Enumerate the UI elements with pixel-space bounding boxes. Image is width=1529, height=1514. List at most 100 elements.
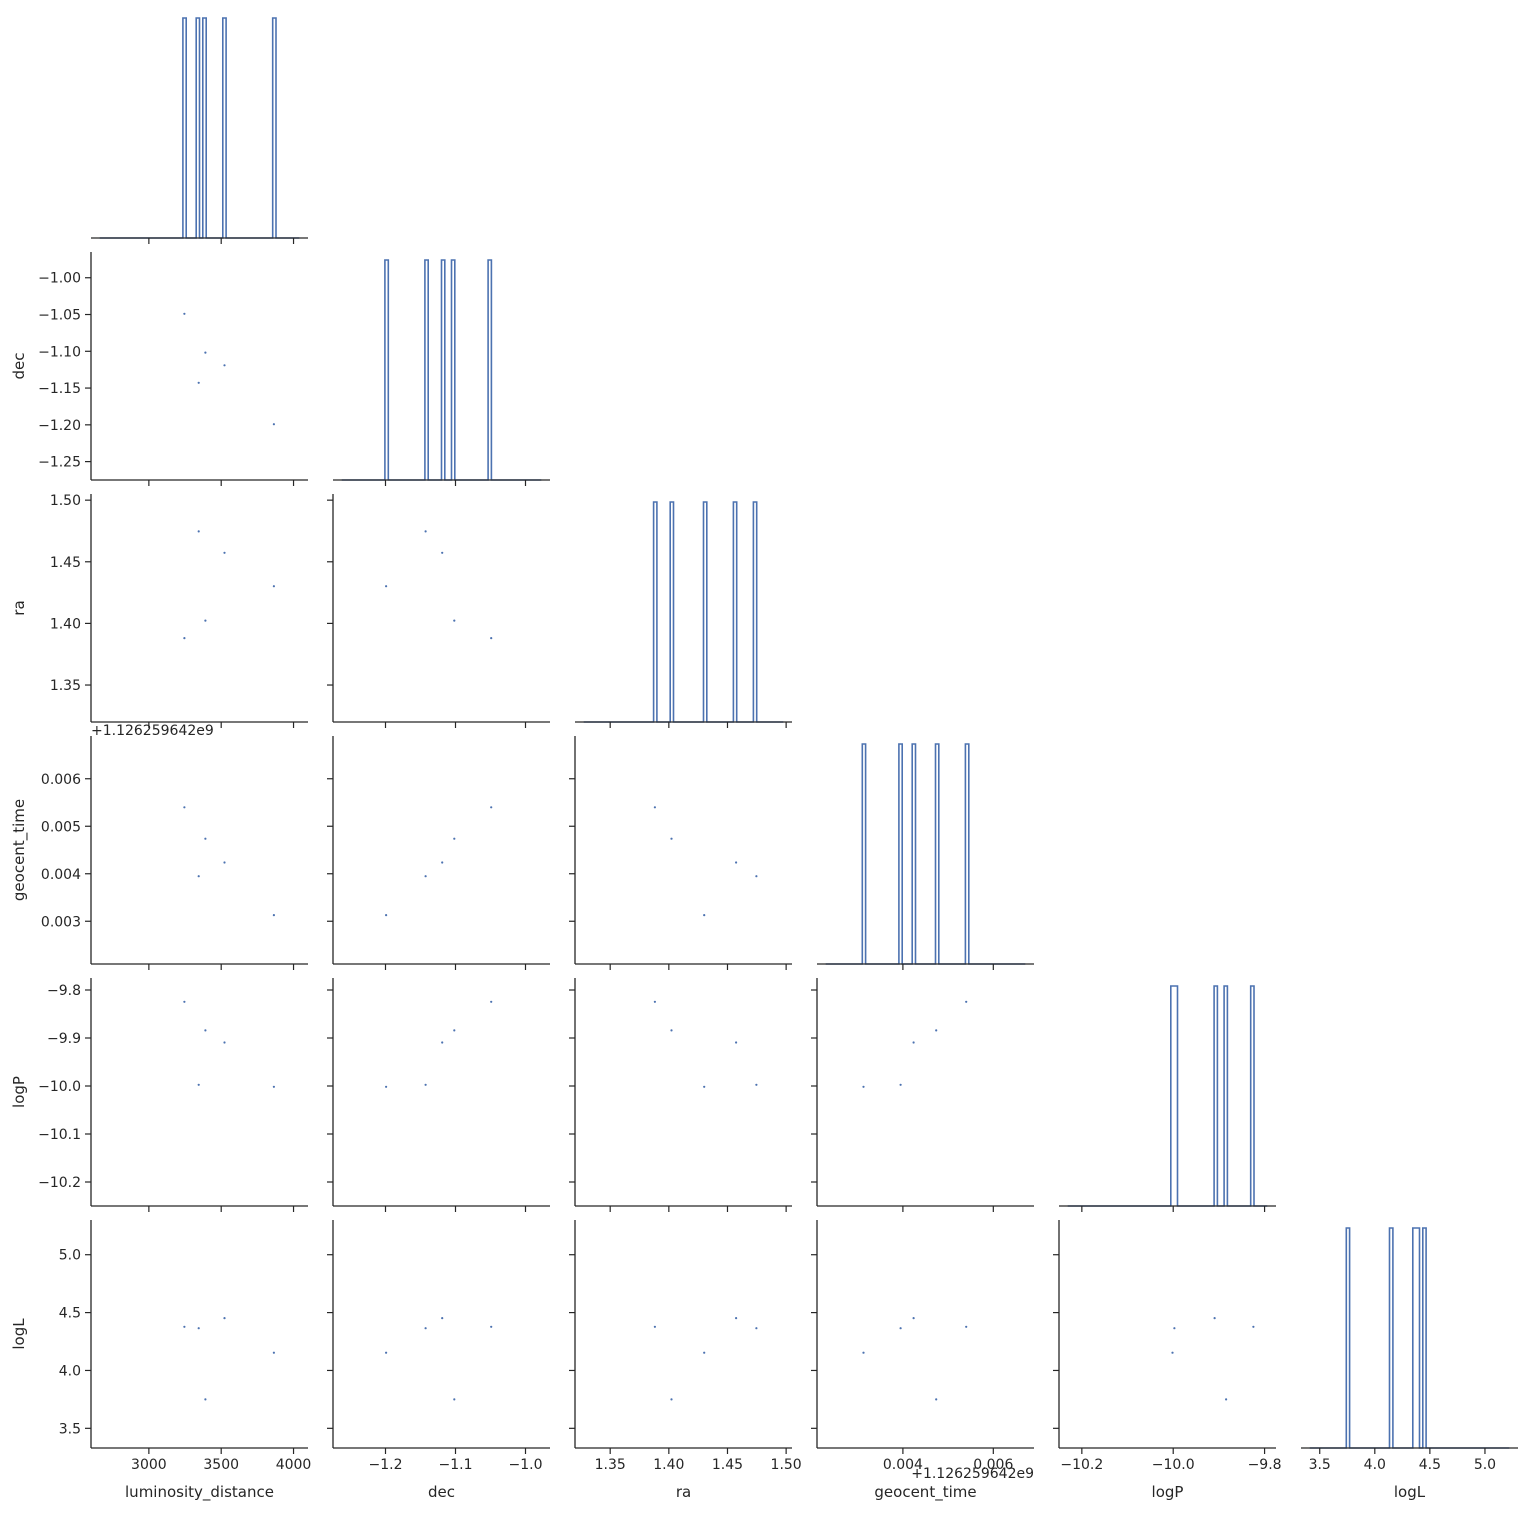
x-tick-label: −1.0 xyxy=(509,1457,543,1473)
y-tick-label: 3.5 xyxy=(59,1421,81,1437)
scatter-logP-vs-dec xyxy=(385,1000,493,1088)
y-axis-label-logP: logP xyxy=(10,1076,28,1108)
y-tick-label: −10.2 xyxy=(38,1175,81,1191)
y-axis-label-ra: ra xyxy=(10,600,28,615)
point xyxy=(735,1317,738,1320)
y-axis-label-dec: dec xyxy=(10,353,28,380)
point xyxy=(862,1085,865,1088)
panel-luminosity_distance-vs-luminosity_distance xyxy=(91,17,308,244)
x-tick-label: −1.2 xyxy=(369,1457,403,1473)
x-offset-label: +1.126259642e9 xyxy=(911,1466,1034,1482)
y-tick-label: 0.006 xyxy=(41,772,81,788)
point xyxy=(441,1041,444,1044)
point xyxy=(197,875,200,878)
point xyxy=(183,312,186,315)
y-tick-label: 1.40 xyxy=(50,616,81,632)
point xyxy=(453,619,456,622)
x-tick-label: 4.0 xyxy=(1364,1457,1386,1473)
point xyxy=(965,1000,968,1003)
scatter-ra-vs-dec xyxy=(385,530,493,640)
panel-geocent_time-vs-dec xyxy=(327,736,550,970)
panel-ra-vs-luminosity_distance: 1.35 1.40 1.45 1.50 xyxy=(50,493,308,728)
point xyxy=(670,1029,673,1032)
point xyxy=(424,875,427,878)
point xyxy=(272,914,275,917)
x-tick-label: −10.0 xyxy=(1152,1457,1195,1473)
panel-geocent_time-vs-geocent_time xyxy=(817,743,1034,970)
point xyxy=(653,1325,656,1328)
x-tick-label: −1.1 xyxy=(439,1457,473,1473)
panel-logL-vs-logL: 3.5 4.0 4.5 5.0 xyxy=(1301,1227,1518,1473)
y-tick-label: −1.00 xyxy=(38,271,81,287)
y-tick-label: −10.0 xyxy=(38,1079,81,1095)
y-tick-label: 0.004 xyxy=(41,867,81,883)
point xyxy=(1213,1317,1216,1320)
point xyxy=(653,806,656,809)
x-tick-label: 1.35 xyxy=(595,1457,626,1473)
point xyxy=(965,1325,968,1328)
point xyxy=(653,1000,656,1003)
point xyxy=(272,1351,275,1354)
point xyxy=(183,806,186,809)
y-offset-label: +1.126259642e9 xyxy=(91,723,214,739)
point xyxy=(197,381,200,384)
point xyxy=(755,1327,758,1330)
point xyxy=(703,1085,706,1088)
point xyxy=(223,861,226,864)
x-axis-label-luminosity_distance: luminosity_distance xyxy=(125,1483,274,1502)
x-tick-label: 4000 xyxy=(276,1457,312,1473)
point xyxy=(223,364,226,367)
point xyxy=(441,1317,444,1320)
x-tick-label: 1.50 xyxy=(771,1457,802,1473)
panel-geocent_time-vs-luminosity_distance: 0.003 0.004 0.005 0.006 xyxy=(41,736,308,970)
point xyxy=(490,1325,493,1328)
panel-logL-vs-luminosity_distance: 3000 3500 4000 3.5 4.0 4.5 5.0 xyxy=(59,1220,312,1473)
histogram-logL xyxy=(1309,1227,1510,1449)
point xyxy=(424,1327,427,1330)
point xyxy=(755,875,758,878)
scatter-logL-vs-logP xyxy=(1171,1317,1255,1401)
point xyxy=(670,837,673,840)
y-tick-label: −10.1 xyxy=(38,1127,81,1143)
histogram-luminosity_distance xyxy=(99,17,300,239)
point xyxy=(424,1083,427,1086)
y-tick-label: −1.05 xyxy=(38,308,81,324)
x-tick-label: 3500 xyxy=(203,1457,239,1473)
scatter-dec-vs-luminosity_distance xyxy=(183,312,275,426)
point xyxy=(183,1325,186,1328)
point xyxy=(453,1398,456,1401)
y-tick-label: −1.10 xyxy=(38,344,81,360)
x-tick-label: 1.45 xyxy=(712,1457,743,1473)
point xyxy=(223,1041,226,1044)
y-tick-label: 1.50 xyxy=(50,493,81,509)
scatter-logL-vs-ra xyxy=(653,1317,758,1401)
point xyxy=(204,1029,207,1032)
y-tick-label: 0.005 xyxy=(41,819,81,835)
panel-logL-vs-logP: −10.2 −10.0 −9.8 xyxy=(1053,1220,1282,1473)
panel-logL-vs-dec: −1.2 −1.1 −1.0 xyxy=(327,1220,550,1473)
panel-ra-vs-dec xyxy=(327,494,550,728)
panel-logP-vs-logP xyxy=(1059,985,1276,1212)
point xyxy=(385,1351,388,1354)
point xyxy=(935,1029,938,1032)
y-tick-label: −1.25 xyxy=(38,455,81,471)
point xyxy=(899,1327,902,1330)
point xyxy=(183,1000,186,1003)
point xyxy=(272,585,275,588)
point xyxy=(272,423,275,426)
panel-logL-vs-ra: 1.35 1.40 1.45 1.50 xyxy=(569,1220,802,1473)
histogram-dec xyxy=(341,259,542,481)
y-tick-label: 1.35 xyxy=(50,678,81,694)
panel-logP-vs-geocent_time xyxy=(811,978,1034,1212)
point xyxy=(424,530,427,533)
x-axis-label-geocent_time: geocent_time xyxy=(874,1483,976,1502)
x-tick-label: −9.8 xyxy=(1248,1457,1282,1473)
scatter-geocent_time-vs-ra xyxy=(653,806,758,917)
x-tick-label: 1.40 xyxy=(653,1457,684,1473)
panel-logL-vs-geocent_time: 0.004 0.006 xyxy=(811,1220,1034,1473)
x-axis-label-ra: ra xyxy=(676,1483,691,1501)
y-tick-label: 4.5 xyxy=(59,1306,81,1322)
y-axis-label-logL: logL xyxy=(10,1318,28,1350)
y-tick-label: −1.20 xyxy=(38,418,81,434)
